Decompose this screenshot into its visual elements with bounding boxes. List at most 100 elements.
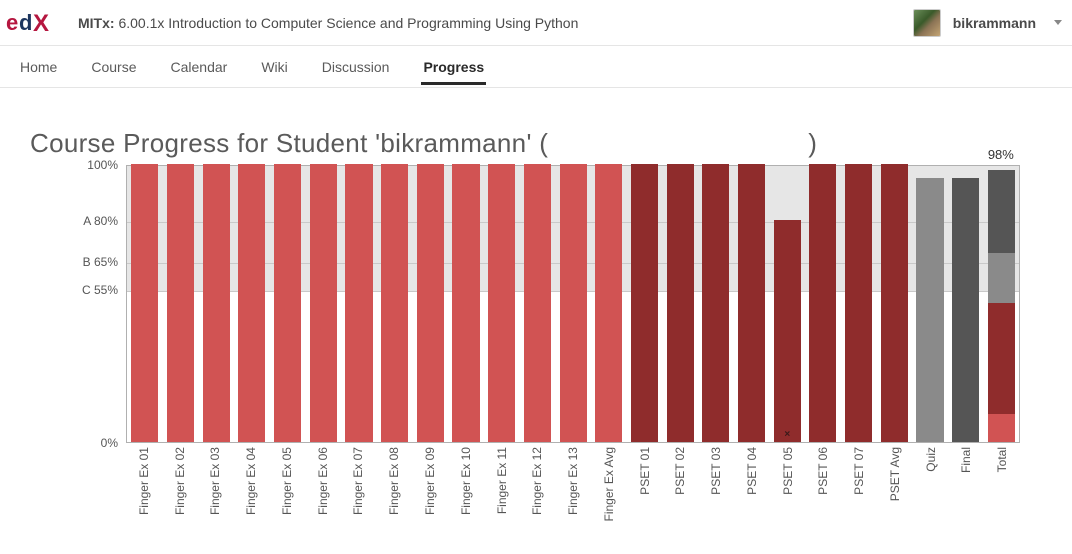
avatar: [913, 9, 941, 37]
x-axis-tick: PSET Avg: [888, 447, 902, 501]
x-axis-tick: PSET 02: [673, 447, 687, 495]
bar: [738, 164, 765, 442]
progress-chart: 100%A 80%B 65%C 55%0% × Finger Ex 01Fing…: [30, 165, 1030, 554]
bar-column: [270, 166, 306, 442]
bar-column: [912, 166, 948, 442]
bar: [952, 178, 979, 442]
bar-segment: [988, 253, 1015, 303]
bar-column: [305, 166, 341, 442]
bar: [667, 164, 694, 442]
bar-column: [234, 166, 270, 442]
bar-column: [698, 166, 734, 442]
x-axis-tick: PSET 03: [709, 447, 723, 495]
bar-segment: [988, 303, 1015, 414]
bar-segment: [988, 414, 1015, 442]
bar-column: [377, 166, 413, 442]
bar: [845, 164, 872, 442]
svg-text:e: e: [6, 10, 18, 35]
edx-logo[interactable]: e d X: [6, 8, 58, 38]
tab-home[interactable]: Home: [18, 49, 59, 85]
bar: [595, 164, 622, 442]
bar: [310, 164, 337, 442]
x-axis-tick: Finger Ex 08: [387, 447, 401, 515]
page-title-prefix: Course Progress for Student ': [30, 128, 380, 158]
y-axis-tick: A 80%: [30, 214, 118, 228]
bar: [631, 164, 658, 442]
bar-column: [555, 166, 591, 442]
tab-course[interactable]: Course: [89, 49, 138, 85]
page-title-close: ): [808, 128, 817, 158]
bar-column: [163, 166, 199, 442]
tab-progress[interactable]: Progress: [421, 49, 486, 85]
bar: [131, 164, 158, 442]
bar-column: ×: [769, 166, 805, 442]
bar-column: [591, 166, 627, 442]
bar: [238, 164, 265, 442]
bar-column: [341, 166, 377, 442]
y-axis-tick: C 55%: [30, 283, 118, 297]
bar: [774, 220, 801, 442]
bar-column: [127, 166, 163, 442]
total-percent-label: 98%: [988, 147, 1014, 162]
bar-column: [413, 166, 449, 442]
bar-column: [734, 166, 770, 442]
x-axis-tick: Finger Ex 05: [280, 447, 294, 515]
x-axis-tick: Final: [959, 447, 973, 473]
x-axis-tick: Finger Ex 09: [423, 447, 437, 515]
x-axis-tick: Finger Ex 07: [351, 447, 365, 515]
x-axis-tick: PSET 06: [816, 447, 830, 495]
bar-column: [876, 166, 912, 442]
bar-column: [520, 166, 556, 442]
y-axis-tick: B 65%: [30, 255, 118, 269]
main-content: Course Progress for Student 'bikrammann'…: [0, 88, 1072, 554]
bar: [881, 164, 908, 442]
chevron-down-icon: [1054, 20, 1062, 25]
bar-column: [448, 166, 484, 442]
bar: [417, 164, 444, 442]
bar: [524, 164, 551, 442]
x-axis-tick: PSET 04: [745, 447, 759, 495]
topbar: e d X MITx: 6.00.1x Introduction to Comp…: [0, 0, 1072, 46]
x-axis-tick: Finger Ex 03: [208, 447, 222, 515]
x-axis-tick: PSET 07: [852, 447, 866, 495]
bar-column: [627, 166, 663, 442]
user-menu[interactable]: bikrammann: [913, 9, 1062, 37]
x-axis-tick: Finger Ex 12: [530, 447, 544, 515]
x-axis-tick: PSET 01: [638, 447, 652, 495]
course-name: 6.00.1x Introduction to Computer Science…: [118, 15, 578, 31]
bar-column: [984, 166, 1020, 442]
bar: [488, 164, 515, 442]
bar: [381, 164, 408, 442]
chart-bars: ×: [127, 166, 1019, 442]
x-axis-tick: Quiz: [924, 447, 938, 472]
x-axis-tick: Finger Ex 01: [137, 447, 151, 515]
course-title: MITx: 6.00.1x Introduction to Computer S…: [78, 15, 578, 31]
course-nav: Home Course Calendar Wiki Discussion Progress: [0, 46, 1072, 88]
bar-column: [484, 166, 520, 442]
page-title: Course Progress for Student 'bikrammann'…: [30, 128, 1050, 159]
x-axis-tick: Total: [995, 447, 1009, 472]
bar-column: [805, 166, 841, 442]
bar-column: [948, 166, 984, 442]
bar: [452, 164, 479, 442]
bar-column: [841, 166, 877, 442]
bar: [274, 164, 301, 442]
bar-column: [198, 166, 234, 442]
tab-discussion[interactable]: Discussion: [320, 49, 392, 85]
svg-text:d: d: [19, 10, 32, 35]
x-axis-tick: Finger Ex 13: [566, 447, 580, 515]
bar: [702, 164, 729, 442]
page-title-student: bikrammann: [380, 128, 526, 158]
bar: [167, 164, 194, 442]
y-axis-tick: 0%: [30, 436, 118, 450]
svg-text:X: X: [33, 10, 49, 37]
tab-wiki[interactable]: Wiki: [259, 49, 289, 85]
chart-plot-area: ×: [126, 165, 1020, 443]
x-axis-tick: Finger Ex 10: [459, 447, 473, 515]
bar-column: [662, 166, 698, 442]
tab-calendar[interactable]: Calendar: [169, 49, 230, 85]
x-axis-tick: Finger Ex 11: [495, 447, 509, 514]
x-axis-tick: Finger Ex 04: [244, 447, 258, 515]
bar: [203, 164, 230, 442]
course-org: MITx:: [78, 15, 115, 31]
